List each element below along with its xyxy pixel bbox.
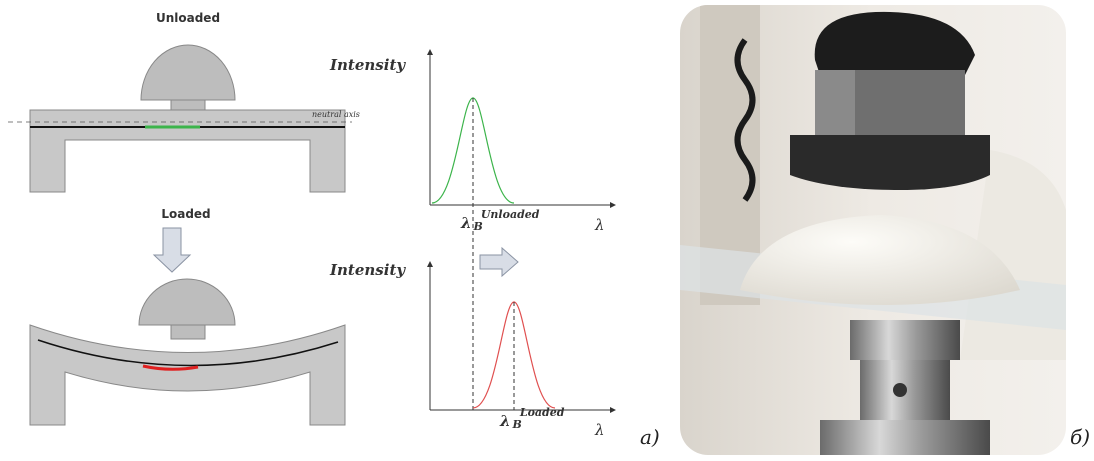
unloaded-beam: Unloaded neutral axis [8, 11, 360, 192]
peak-subscript: B [512, 418, 522, 431]
unloaded-label: Unloaded [156, 11, 220, 25]
loaded-beam: Loaded [30, 207, 345, 425]
x-axis-label: λ [594, 216, 605, 234]
peak-superscript: Loaded [519, 406, 565, 419]
loaded-label: Loaded [161, 207, 210, 221]
panel-label-a: а) [640, 425, 660, 449]
peak-subscript: B [473, 220, 483, 233]
figure: Unloaded neutral axis Loaded Intensity λ… [0, 0, 1094, 461]
y-axis-label: Intensity [329, 261, 406, 279]
peak-symbol: λ [460, 214, 472, 232]
panel-label-b: б) [1070, 425, 1090, 449]
photo [680, 5, 1066, 460]
peak-superscript: Unloaded [481, 208, 540, 221]
x-axis-label: λ [594, 421, 605, 439]
peak-symbol: λ [499, 412, 511, 430]
y-axis-label: Intensity [329, 56, 406, 74]
neutral-axis-label: neutral axis [312, 110, 360, 119]
